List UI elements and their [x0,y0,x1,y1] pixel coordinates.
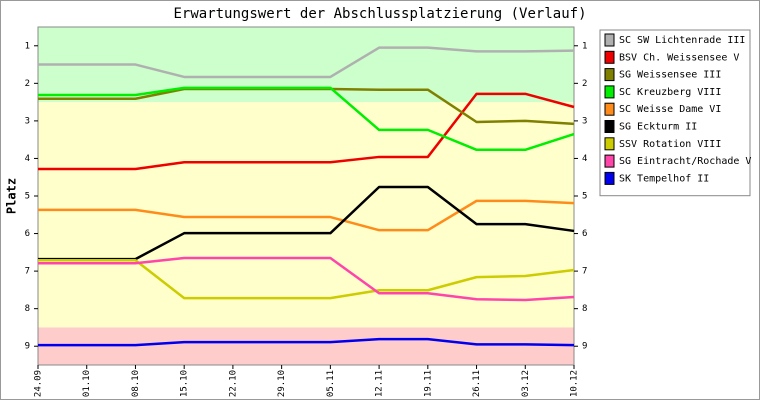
y-tick-label: 4 [582,154,587,164]
legend-label: SG Eintracht/Rochade V [619,156,751,167]
x-tick-label: 19.11 [423,370,433,397]
legend-label: SC Kreuzberg VIII [619,87,721,98]
legend-swatch [604,120,615,133]
legend-swatch [604,102,615,116]
y-tick-label: 9 [582,342,587,352]
legend-label: SK Tempelhof II [619,173,709,184]
y-tick-label: 2 [25,79,30,89]
legend-label: BSV Ch. Weissensee V [619,52,739,63]
legend-box [599,29,751,197]
x-tick-label: 05.11 [326,370,336,397]
legend-swatch [604,137,615,151]
y-tick-label: 8 [25,304,30,314]
legend-swatch [604,85,615,99]
y-tick-label: 1 [25,41,30,51]
series-line [38,337,575,347]
y-tick-label: 3 [582,116,587,126]
legend-swatch [604,171,615,185]
y-tick-label: 7 [582,267,587,277]
y-tick-label: 1 [582,41,587,51]
legend-swatch [604,33,615,47]
x-tick-label: 26.11 [472,370,482,397]
y-axis-label: Platz [5,178,19,214]
x-tick-label: 12.11 [375,370,385,397]
x-tick-label: 24.09 [34,370,44,397]
x-tick-label: 15.10 [180,370,190,397]
series-line [38,256,575,302]
y-tick-label: 5 [582,192,587,202]
series-line [38,86,575,152]
zone-band [38,102,574,328]
y-tick-label: 5 [25,192,30,202]
legend-swatch [604,68,615,82]
series-line [38,46,575,79]
x-tick-label: 03.12 [521,370,531,397]
series-line [38,199,575,232]
x-tick-label: 01.10 [82,370,92,397]
y-tick-label: 7 [25,267,30,277]
series-line [38,258,575,300]
legend-label: SSV Rotation VIII [619,139,721,150]
legend-swatch [604,50,615,64]
series-line [38,92,575,171]
legend-label: SC SW Lichtenrade III [619,35,745,46]
y-tick-label: 4 [25,154,30,164]
y-tick-label: 2 [582,79,587,89]
chart-title: Erwartungswert der Abschlussplatzierung … [173,6,586,22]
y-tick-label: 8 [582,304,587,314]
y-tick-label: 6 [25,229,30,239]
x-tick-label: 29.10 [277,370,287,397]
x-tick-label: 10.12 [570,370,580,397]
legend-label: SG Eckturm II [619,122,697,133]
legend-swatch [604,154,615,168]
x-tick-label: 22.10 [228,370,238,397]
x-tick-label: 08.10 [131,370,141,397]
legend-label: SG Weissensee III [619,70,721,81]
y-tick-label: 3 [25,116,30,126]
legend-label: SC Weisse Dame VI [619,104,721,115]
y-tick-label: 6 [582,229,587,239]
y-tick-label: 9 [25,342,30,352]
